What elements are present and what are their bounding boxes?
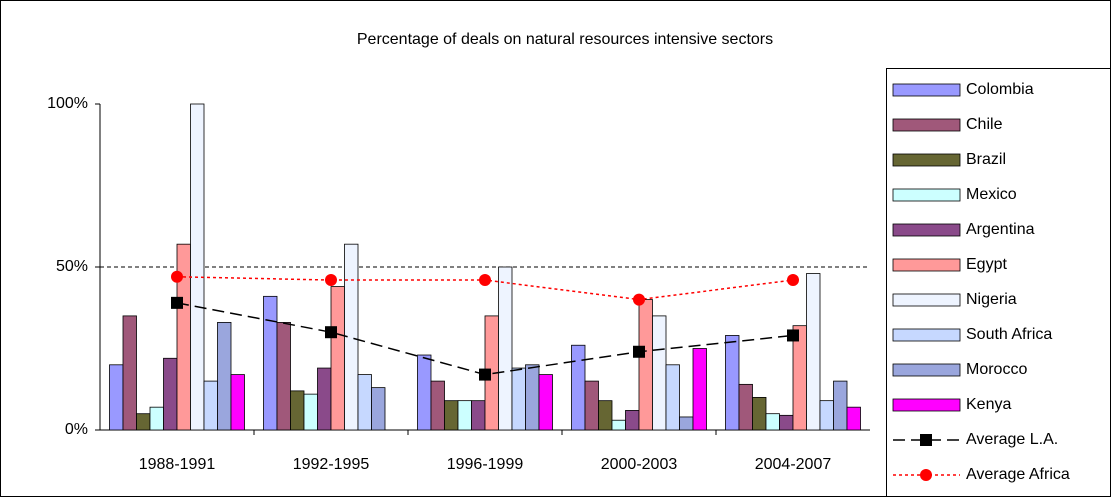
legend-label: Brazil bbox=[966, 151, 1006, 168]
y-tick-label: 100% bbox=[47, 95, 88, 112]
legend-label: Colombia bbox=[966, 81, 1034, 98]
bar bbox=[190, 103, 205, 431]
legend-swatch bbox=[892, 328, 961, 342]
bar bbox=[511, 367, 526, 431]
legend-swatch bbox=[892, 293, 961, 307]
bar bbox=[122, 315, 137, 431]
legend-label: Average Africa bbox=[966, 466, 1070, 483]
bar bbox=[444, 400, 459, 431]
bar bbox=[163, 357, 178, 431]
x-tick-label: 1992-1995 bbox=[293, 456, 370, 473]
line-marker bbox=[479, 368, 491, 381]
legend-label: Morocco bbox=[966, 361, 1027, 378]
bar bbox=[230, 374, 245, 431]
bar bbox=[611, 419, 626, 431]
x-tick-label: 2004-2007 bbox=[755, 456, 832, 473]
legend-label: Nigeria bbox=[966, 291, 1017, 308]
x-tick-label: 1988-1991 bbox=[139, 456, 216, 473]
legend-box bbox=[886, 68, 1111, 497]
legend-swatch bbox=[892, 363, 961, 377]
bar bbox=[344, 243, 359, 431]
bar bbox=[665, 364, 680, 431]
legend-marker bbox=[920, 469, 932, 481]
legend-label: Kenya bbox=[966, 396, 1011, 413]
bar bbox=[136, 413, 151, 431]
bar bbox=[598, 400, 613, 431]
legend-swatch bbox=[892, 153, 961, 167]
y-tick-label: 0% bbox=[65, 421, 88, 438]
line-marker bbox=[633, 293, 645, 306]
legend-swatch bbox=[892, 83, 961, 97]
legend-label: Chile bbox=[966, 116, 1003, 133]
bar bbox=[779, 414, 794, 431]
legend-swatch bbox=[892, 188, 961, 202]
bar bbox=[203, 380, 218, 431]
bar bbox=[725, 335, 740, 431]
bar bbox=[538, 374, 553, 431]
bar bbox=[679, 416, 694, 431]
x-tick-label: 1996-1999 bbox=[447, 456, 524, 473]
bar bbox=[430, 380, 445, 431]
legend-swatch bbox=[892, 398, 961, 412]
legend-label: Egypt bbox=[966, 256, 1007, 273]
line-marker bbox=[787, 329, 799, 342]
bar bbox=[498, 266, 513, 431]
bar bbox=[571, 344, 586, 431]
chart-title: Percentage of deals on natural resources… bbox=[357, 31, 773, 48]
bar bbox=[806, 273, 821, 431]
bar bbox=[290, 390, 305, 431]
line-marker bbox=[325, 326, 337, 339]
bar bbox=[846, 406, 861, 431]
line-marker bbox=[171, 296, 183, 309]
bar bbox=[109, 364, 124, 431]
bar bbox=[303, 393, 318, 431]
y-tick-label: 50% bbox=[56, 258, 88, 275]
line-marker bbox=[479, 274, 491, 287]
x-tick-label: 2000-2003 bbox=[601, 456, 678, 473]
bar bbox=[765, 413, 780, 431]
bar bbox=[752, 396, 767, 431]
bar bbox=[317, 367, 332, 431]
bar bbox=[625, 410, 640, 431]
bar bbox=[738, 383, 753, 431]
legend-label: Mexico bbox=[966, 186, 1017, 203]
bar bbox=[371, 387, 386, 431]
line-marker bbox=[171, 270, 183, 283]
bar bbox=[819, 400, 834, 431]
legend-swatch bbox=[892, 118, 961, 132]
bar bbox=[330, 286, 345, 431]
legend-swatch bbox=[892, 258, 961, 272]
bar bbox=[457, 400, 472, 431]
bar bbox=[652, 315, 667, 431]
line-marker bbox=[325, 274, 337, 287]
legend-label: Average L.A. bbox=[966, 431, 1058, 448]
bar bbox=[638, 299, 653, 431]
bar bbox=[833, 380, 848, 431]
bar bbox=[525, 364, 540, 431]
legend-label: Argentina bbox=[966, 221, 1035, 238]
bar bbox=[417, 354, 432, 431]
line-marker bbox=[787, 274, 799, 287]
line-marker bbox=[633, 345, 645, 358]
legend-marker bbox=[920, 434, 932, 446]
bar bbox=[263, 295, 278, 431]
bar bbox=[276, 322, 291, 431]
bar bbox=[357, 374, 372, 431]
legend-swatch bbox=[892, 223, 961, 237]
bar bbox=[692, 348, 707, 431]
legend-label: South Africa bbox=[966, 326, 1052, 343]
bar bbox=[471, 400, 486, 431]
bar bbox=[149, 406, 164, 431]
bar bbox=[217, 322, 232, 431]
bar bbox=[584, 380, 599, 431]
